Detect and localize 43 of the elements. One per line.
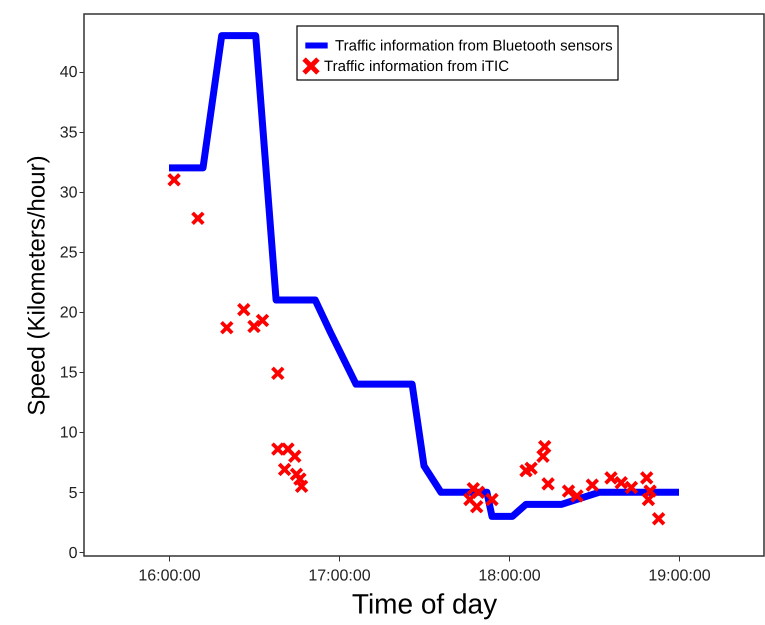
y-tick-label: 10: [60, 424, 78, 442]
point: [247, 320, 261, 334]
point: [220, 320, 234, 334]
point: [167, 173, 181, 187]
point: [470, 500, 484, 514]
x-tick-label: 18:00:00: [478, 568, 541, 584]
y-tick-label: 5: [68, 484, 78, 502]
y-tick-label: 35: [60, 124, 78, 142]
point: [624, 480, 638, 494]
y-tick-label: 30: [60, 184, 78, 202]
point: [191, 212, 205, 226]
point: [652, 512, 666, 526]
point: [288, 450, 302, 463]
legend-label: Traffic information from Bluetooth sensors: [335, 38, 613, 54]
point: [640, 471, 654, 485]
point: [485, 492, 499, 506]
legend-label: Traffic information from iTIC: [324, 58, 510, 75]
y-tick-label: 0: [68, 544, 78, 562]
x-tick-label: 19:00:00: [648, 568, 711, 584]
point: [271, 366, 285, 380]
x-tick-label: 17:00:00: [308, 568, 371, 584]
y-axis-title: Speed (Kilometers/hour): [24, 155, 51, 416]
point: [294, 480, 308, 494]
point: [586, 478, 600, 492]
x-axis-title: Time of day: [352, 588, 498, 620]
point: [604, 471, 618, 485]
point: [278, 462, 292, 476]
x-tick-label: 16:00:00: [138, 568, 201, 584]
point: [643, 484, 657, 498]
point: [237, 302, 251, 316]
y-tick-label: 25: [60, 244, 78, 262]
point: [541, 477, 555, 491]
point: [538, 440, 552, 454]
point: [524, 462, 538, 475]
y-tick-label: 20: [60, 304, 78, 322]
point: [472, 486, 486, 500]
y-tick-label: 15: [60, 364, 78, 382]
point: [562, 484, 576, 498]
point: [614, 476, 628, 490]
point: [256, 314, 270, 328]
point: [570, 489, 584, 503]
y-tick-label: 40: [60, 64, 78, 82]
point: [290, 468, 304, 481]
